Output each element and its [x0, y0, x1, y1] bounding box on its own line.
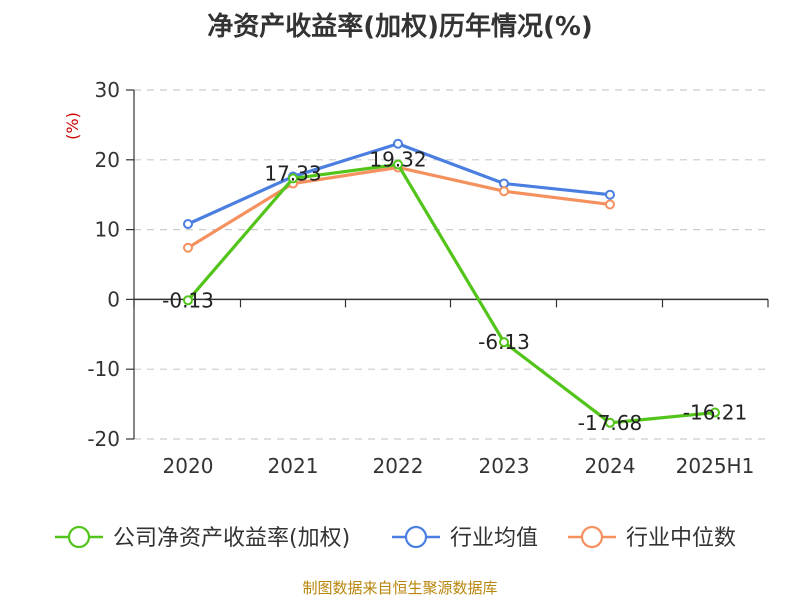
data-point	[393, 138, 403, 149]
legend-marker	[404, 525, 428, 549]
chart-title: 净资产收益率(加权)历年情况(%)	[207, 12, 593, 42]
series-line	[187, 165, 611, 250]
legend-label: 行业中位数	[626, 526, 736, 551]
x-tick-label: 2021	[268, 454, 319, 478]
data-label: 17.33	[264, 161, 321, 185]
data-label: -16.21	[683, 401, 747, 425]
data-point	[183, 295, 193, 306]
y-tick-label: 10	[95, 218, 120, 242]
data-point	[183, 219, 193, 230]
series-line	[186, 162, 716, 425]
data-point	[605, 417, 615, 428]
data-label: -0.13	[162, 288, 214, 312]
x-tick-labels: 2020 2021 2022 2023 2024 2025H1	[163, 454, 755, 478]
y-tick-label: -10	[87, 357, 120, 381]
x-tick-label: 2020	[163, 454, 214, 478]
x-tick-label: 2023	[479, 454, 530, 478]
y-tick-labels: 30 20 10 0 -10 -20	[87, 78, 120, 451]
data-point	[499, 337, 509, 348]
data-label: -17.68	[578, 411, 642, 435]
data-label: 19.32	[369, 148, 426, 172]
data-point	[183, 242, 193, 253]
x-tick-label: 2025H1	[676, 454, 755, 478]
data-label: -6.13	[478, 330, 530, 354]
data-point	[605, 199, 615, 210]
grid-lines	[126, 89, 768, 440]
legend-marker	[67, 525, 91, 549]
y-tick-label: 0	[107, 287, 120, 311]
legend-label: 行业均值	[450, 526, 538, 551]
data-point	[710, 407, 720, 418]
series-group	[183, 138, 720, 428]
legend-marker	[580, 525, 604, 549]
axes	[133, 90, 769, 439]
data-point	[499, 186, 509, 197]
legend-label: 公司净资产收益率(加权)	[113, 526, 350, 551]
source-note: 制图数据来自恒生聚源数据库	[302, 579, 498, 597]
data-point	[393, 159, 403, 170]
y-tick-label: -20	[87, 427, 120, 451]
x-tick-label: 2024	[585, 454, 636, 478]
legend: 公司净资产收益率(加权) 行业均值 行业中位数	[55, 525, 736, 551]
data-point	[288, 173, 298, 184]
x-tick-label: 2022	[373, 454, 424, 478]
y-tick-label: 30	[95, 78, 120, 102]
y-axis-label: (%)	[63, 112, 82, 140]
y-tick-label: 20	[95, 148, 120, 172]
data-labels: -0.13 17.33 19.32 -6.13 -17.68 -16.21	[162, 148, 747, 435]
data-point	[605, 189, 615, 200]
